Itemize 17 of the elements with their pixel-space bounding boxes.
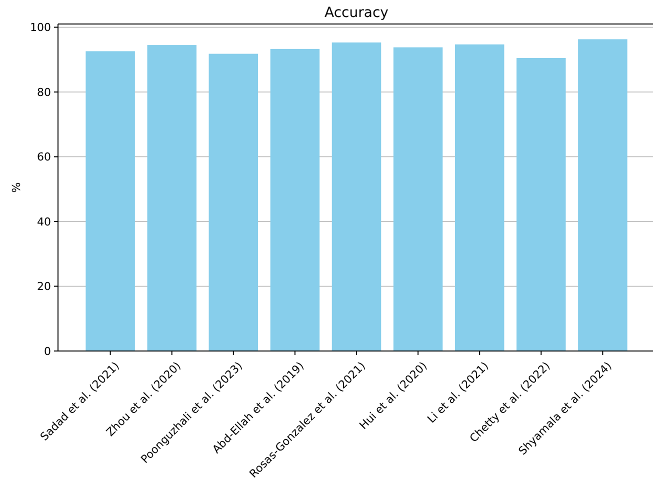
y-tick-label: 40 bbox=[37, 215, 51, 228]
bar bbox=[578, 39, 628, 351]
y-tick-label: 80 bbox=[37, 86, 51, 99]
bar bbox=[393, 47, 443, 351]
y-tick-label: 20 bbox=[37, 280, 51, 294]
bar bbox=[147, 45, 196, 351]
y-tick-label: 100 bbox=[30, 21, 51, 34]
bar bbox=[270, 48, 320, 351]
bar bbox=[516, 58, 566, 351]
y-axis-title: % bbox=[10, 182, 23, 193]
chart-title: Accuracy bbox=[324, 5, 388, 21]
bar bbox=[86, 51, 135, 351]
bar bbox=[208, 54, 258, 351]
y-tick-label: 0 bbox=[44, 344, 51, 358]
bar bbox=[454, 44, 504, 351]
bar bbox=[332, 42, 382, 351]
y-tick-label: 60 bbox=[37, 150, 51, 164]
